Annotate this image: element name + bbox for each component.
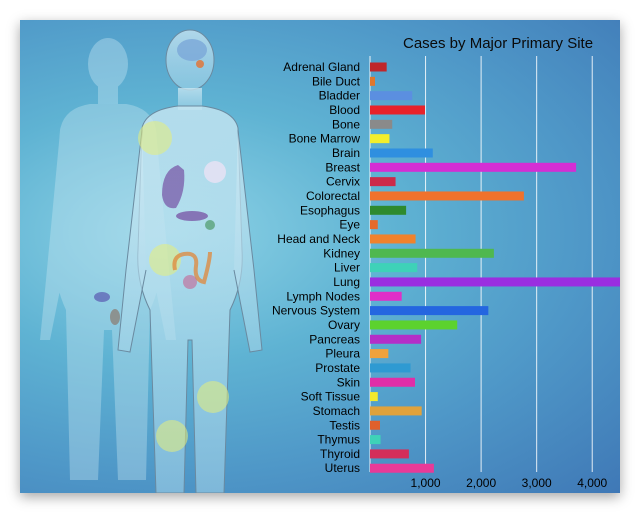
intestine-organ	[172, 251, 212, 285]
kidney-organ	[205, 220, 215, 230]
bar[interactable]	[370, 291, 402, 301]
thyroid-highlight	[138, 121, 172, 155]
bar[interactable]	[370, 248, 494, 258]
category-label: Nervous System	[272, 304, 360, 318]
bar[interactable]	[370, 320, 458, 330]
knee-highlight	[197, 381, 229, 413]
category-label: Liver	[334, 261, 360, 275]
category-label: Bone	[332, 117, 360, 131]
category-label: Adrenal Gland	[283, 60, 360, 74]
bar[interactable]	[370, 105, 425, 115]
chart-panel: Adrenal Gland Bile Duct Bladder Blood Bone Bo…	[20, 20, 620, 493]
bar[interactable]	[370, 363, 411, 373]
category-label: Bladder	[319, 89, 360, 103]
chart-title: Cases by Major Primary Site	[403, 35, 594, 52]
bar[interactable]	[370, 377, 415, 387]
heart-organ	[204, 161, 226, 183]
bar[interactable]	[370, 263, 418, 273]
bar[interactable]	[370, 306, 489, 316]
bars	[370, 62, 620, 473]
bar[interactable]	[370, 334, 422, 344]
x-axis-ticks: 1,000 2,000 3,000 4,000	[411, 476, 608, 490]
category-label: Cervix	[326, 175, 360, 189]
brain-organ	[177, 39, 207, 61]
category-label: Breast	[325, 160, 360, 174]
category-label: Soft Tissue	[301, 390, 361, 404]
category-label: Thyroid	[320, 447, 360, 461]
bar[interactable]	[370, 177, 396, 187]
bar[interactable]	[370, 463, 434, 473]
x-tick-label: 3,000	[522, 476, 552, 490]
back-figure-organ	[110, 309, 120, 325]
bar[interactable]	[370, 162, 577, 172]
bar[interactable]	[370, 119, 393, 129]
category-label: Skin	[337, 375, 360, 389]
category-label: Blood	[329, 103, 360, 117]
x-tick-label: 1,000	[411, 476, 441, 490]
bladder-organ	[183, 275, 197, 289]
category-label: Bile Duct	[312, 74, 361, 88]
category-label: Lymph Nodes	[286, 289, 360, 303]
bar[interactable]	[370, 392, 378, 402]
category-label: Head and Neck	[277, 232, 361, 246]
category-label: Thymus	[317, 433, 360, 447]
category-label: Testis	[329, 418, 360, 432]
bar[interactable]	[370, 134, 390, 144]
bar[interactable]	[370, 406, 422, 416]
bar[interactable]	[370, 205, 407, 215]
bar[interactable]	[370, 91, 413, 101]
x-tick-label: 2,000	[466, 476, 496, 490]
bar[interactable]	[370, 435, 381, 445]
bar[interactable]	[370, 220, 378, 230]
category-label: Colorectal	[306, 189, 360, 203]
category-label: Eye	[339, 218, 360, 232]
category-label: Esophagus	[300, 203, 360, 217]
bar[interactable]	[370, 420, 380, 430]
bar[interactable]	[370, 76, 375, 86]
category-label: Prostate	[315, 361, 360, 375]
stomach-organ	[176, 211, 208, 221]
bar[interactable]	[370, 349, 389, 359]
bar[interactable]	[370, 449, 409, 459]
category-label: Lung	[333, 275, 360, 289]
pituitary-organ	[196, 60, 204, 68]
knee-highlight	[156, 420, 188, 452]
category-label: Stomach	[313, 404, 360, 418]
bar[interactable]	[370, 191, 524, 201]
category-label: Uterus	[325, 461, 360, 475]
category-label: Ovary	[328, 318, 360, 332]
bar[interactable]	[370, 277, 620, 287]
bar[interactable]	[370, 62, 387, 72]
category-label: Pleura	[325, 347, 360, 361]
lung-left-organ	[162, 165, 185, 209]
x-tick-label: 4,000	[577, 476, 607, 490]
category-label: Brain	[332, 146, 360, 160]
category-label: Pancreas	[309, 332, 360, 346]
category-label: Kidney	[323, 246, 360, 260]
category-label: Bone Marrow	[289, 132, 361, 146]
bar[interactable]	[370, 234, 416, 244]
bar[interactable]	[370, 148, 433, 158]
back-figure-organ	[94, 292, 110, 302]
